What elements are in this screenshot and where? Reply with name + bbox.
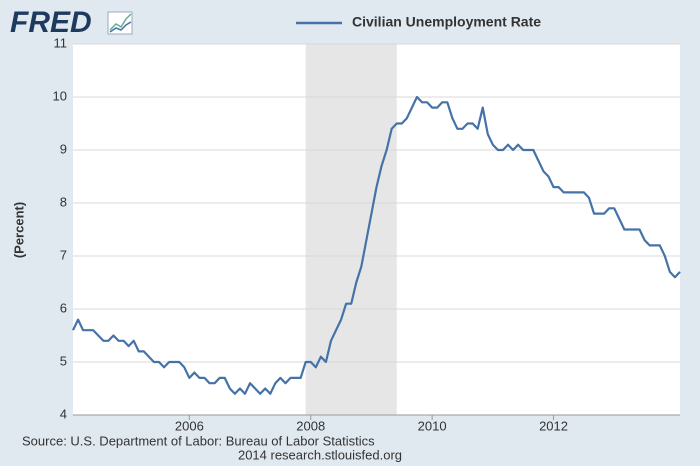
y-tick-label: 11 <box>54 35 68 50</box>
data-line <box>72 95 681 395</box>
x-tick-label: 2010 <box>418 418 447 433</box>
x-tick-label: 2008 <box>296 418 325 433</box>
logo-icon <box>107 11 133 35</box>
x-tick-label: 2006 <box>175 418 204 433</box>
y-tick-label: 10 <box>53 88 67 103</box>
legend-label: Civilian Unemployment Rate <box>352 14 541 30</box>
source: Source: U.S. Department of Labor: Bureau… <box>22 433 375 448</box>
footer: 2014 research.stlouisfed.org <box>238 447 402 462</box>
y-tick-label: 4 <box>60 406 67 421</box>
y-tick-label: 9 <box>60 141 67 156</box>
logo: FRED <box>10 6 92 39</box>
y-axis-label: (Percent) <box>11 202 26 258</box>
x-tick-label: 2012 <box>539 418 568 433</box>
recession-shade <box>305 44 397 415</box>
y-tick-label: 5 <box>60 353 67 368</box>
y-tick-label: 6 <box>60 300 67 315</box>
y-tick-label: 8 <box>60 194 67 209</box>
y-tick-label: 7 <box>60 247 67 262</box>
